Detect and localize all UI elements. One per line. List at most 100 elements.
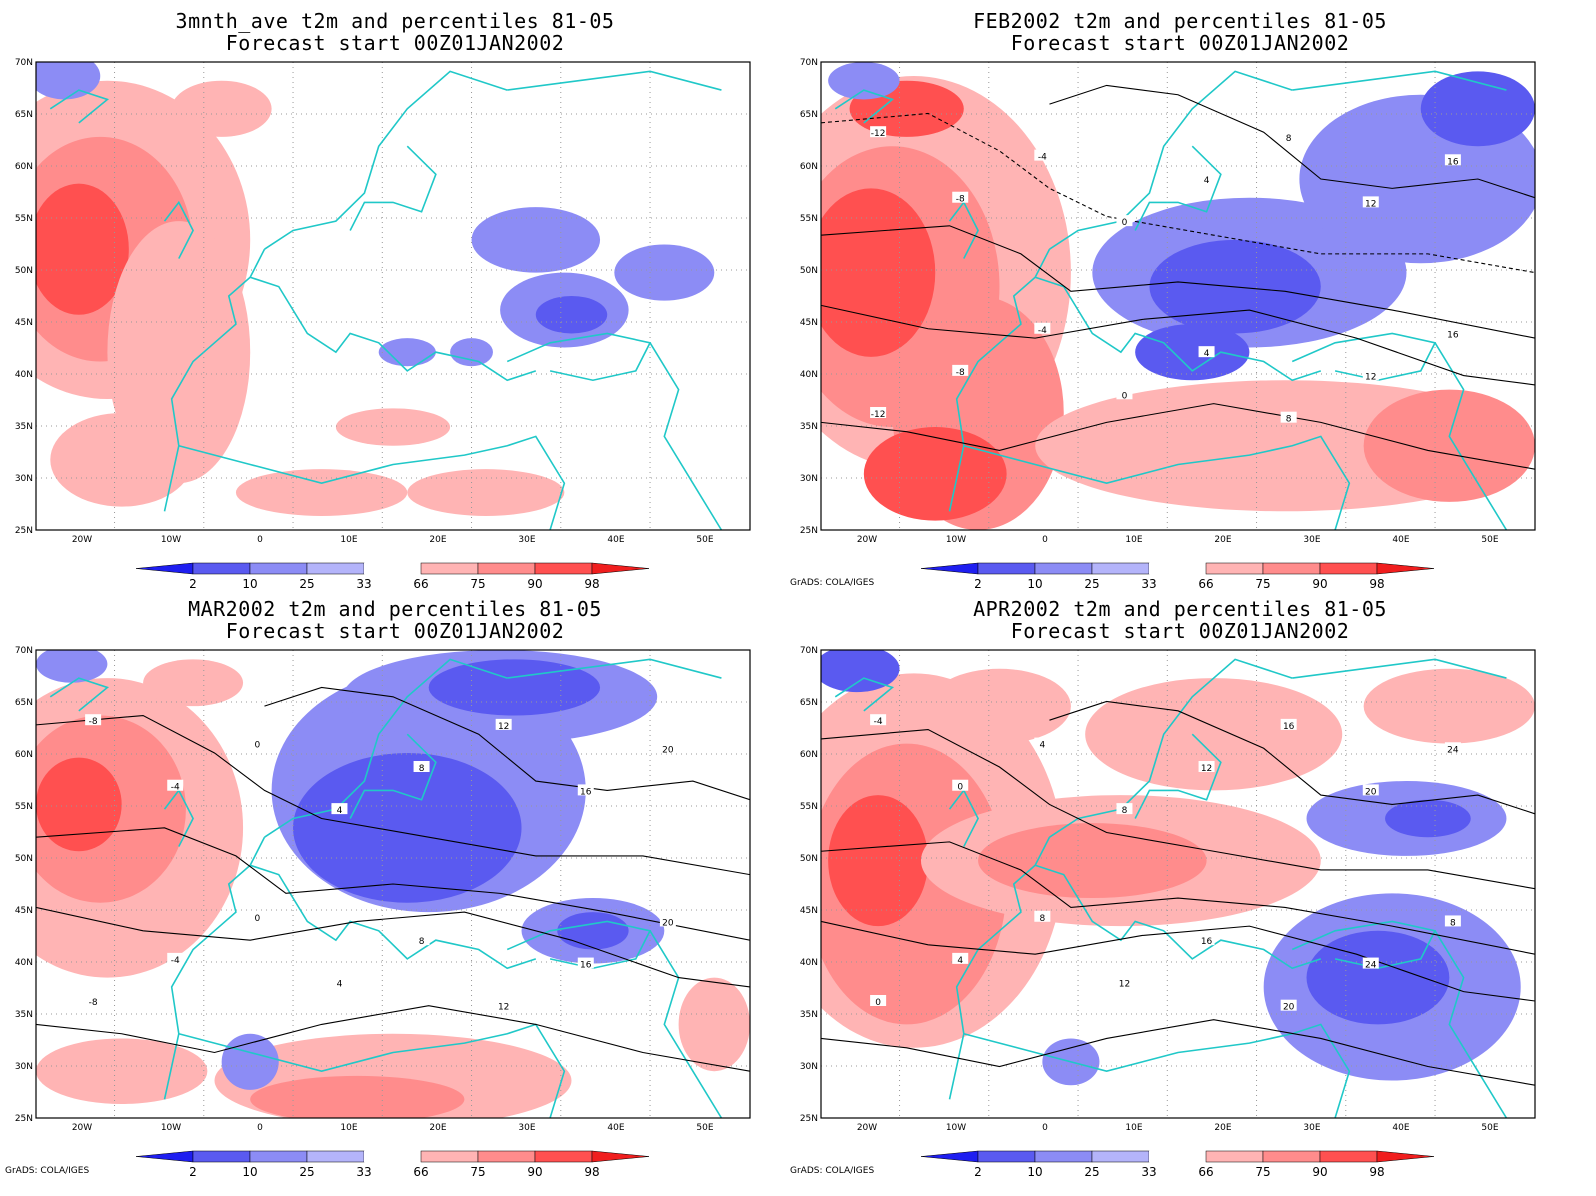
contour-label: -12 [871, 410, 886, 420]
panel-feb2002: FEB2002 t2m and percentiles 81-05 Foreca… [785, 0, 1575, 598]
percentile-shading [36, 1038, 208, 1104]
percentile-shading [335, 408, 451, 446]
longitude-label: 0 [257, 535, 263, 545]
colorbar-segment [1205, 1150, 1264, 1163]
colorbar-segment [249, 1150, 308, 1163]
colorbar-label: 33 [1141, 1165, 1156, 1179]
latitude-label: 25N [800, 526, 818, 536]
coastline [1049, 70, 1293, 250]
contour-label: 8 [1450, 918, 1456, 928]
latitude-label: 60N [800, 162, 818, 172]
longitude-label: 0 [257, 1123, 263, 1133]
latitude-label: 70N [800, 646, 818, 656]
contour-label: 16 [580, 961, 592, 971]
coastline [1292, 658, 1507, 679]
latitude-label: 25N [15, 1114, 33, 1124]
contour-label-bg [167, 779, 184, 791]
coastline [163, 788, 194, 847]
colorbar-label: 75 [470, 577, 485, 591]
longitude-label: 10E [1125, 535, 1142, 545]
panel-subtitle: Forecast start 00Z01JAN2002 [1010, 619, 1350, 643]
coastline [49, 89, 110, 124]
colorbar-arrow-high [591, 562, 650, 575]
grads-credit: GrADS: COLA/IGES [5, 1166, 90, 1176]
colorbar-label: 10 [242, 577, 257, 591]
coastline [49, 677, 110, 712]
colorbar-label: 90 [527, 1165, 542, 1179]
colorbar-label: 75 [470, 1165, 485, 1179]
longitude-label: 20E [1214, 1123, 1231, 1133]
colorbar-segment [977, 1150, 1036, 1163]
contour-label-bg [1116, 976, 1133, 988]
latitude-label: 30N [15, 474, 33, 484]
colorbar-label: 25 [1084, 1165, 1099, 1179]
coastline [507, 658, 722, 679]
longitude-label: 40E [1392, 535, 1409, 545]
latitude-label: 45N [15, 906, 33, 916]
contour-label: 20 [662, 918, 674, 928]
colorbar-segment [1319, 562, 1378, 575]
colorbar-segment [306, 562, 365, 575]
contour-label-bg [413, 934, 430, 946]
contour-label: 8 [419, 937, 425, 947]
contour-label: 0 [1122, 218, 1128, 228]
colorbar-segment [249, 562, 308, 575]
longitude-label: 20W [72, 1123, 92, 1133]
latitude-label: 30N [800, 474, 818, 484]
latitude-label: 35N [15, 422, 33, 432]
contour-label: 20 [1283, 1003, 1295, 1013]
coastline [948, 200, 979, 259]
percentile-map: 70N 65N 60N 55N 50N 45N 40N 35N 30N 25N 20W 10W 0 10E… [15, 58, 751, 591]
contour-label: 4 [337, 979, 343, 989]
coastline [178, 435, 566, 530]
longitude-label: 10W [161, 535, 181, 545]
latitude-label: 30N [800, 1062, 818, 1072]
contour-label: 4 [1039, 741, 1045, 751]
contour-label-bg [167, 952, 184, 964]
contour-label: 8 [1122, 806, 1128, 816]
colorbar-segment [1149, 1151, 1206, 1162]
temperature-contour [821, 225, 1535, 339]
percentile-shading [293, 752, 522, 903]
colorbar-segment [364, 563, 421, 574]
panel-title: FEB2002 t2m and percentiles 81-05 [973, 9, 1387, 33]
temperature-contour [264, 686, 750, 801]
contour-label-bg [1280, 718, 1297, 730]
contour-label-bg [331, 803, 348, 815]
map-content: -4 0 4 8 12 16 20 24 0 4 8 12 16 20 24 8 [821, 650, 1535, 1118]
contour-label-bg [1280, 411, 1297, 423]
colorbar-segment [1319, 1150, 1378, 1163]
latitude-label: 50N [800, 854, 818, 864]
colorbar-label: 33 [356, 577, 371, 591]
coastline [1049, 658, 1293, 838]
contour-label: 0 [254, 741, 260, 751]
longitude-label: 20W [857, 1123, 877, 1133]
colorbar-arrow-high [1376, 562, 1435, 575]
coastline [834, 89, 895, 124]
map-frame [35, 61, 751, 531]
percentile-map: -8-4048121620-8-404812162070N65N60N55N50… [15, 646, 751, 1179]
contour-label-bg [1116, 803, 1133, 815]
colorbar-label: 10 [1027, 577, 1042, 591]
latitude-label: 60N [15, 162, 33, 172]
latitude-label: 50N [15, 266, 33, 276]
contour-label-bg [1034, 322, 1051, 334]
percentile-shading [428, 659, 601, 716]
latitude-label: 55N [15, 214, 33, 224]
percentile-shading [1306, 930, 1450, 1025]
colorbar-label: 98 [1369, 1165, 1384, 1179]
coastline [178, 1023, 566, 1118]
longitude-label: 20W [72, 535, 92, 545]
contour-label: 8 [1039, 914, 1045, 924]
panel-apr2002: APR2002 t2m and percentiles 81-05 Foreca… [785, 588, 1575, 1186]
contour-label-bg [1116, 388, 1133, 400]
percentile-shading [471, 207, 601, 273]
contour-label: 4 [337, 806, 343, 816]
contour-label: 0 [957, 783, 963, 793]
colorbar-label: 90 [1312, 1165, 1327, 1179]
temperature-contour [821, 112, 1535, 274]
percentile-shading [978, 823, 1207, 899]
contour-label: 12 [1201, 764, 1212, 774]
contour-label-bg [1362, 957, 1379, 969]
coastline [948, 248, 1051, 512]
